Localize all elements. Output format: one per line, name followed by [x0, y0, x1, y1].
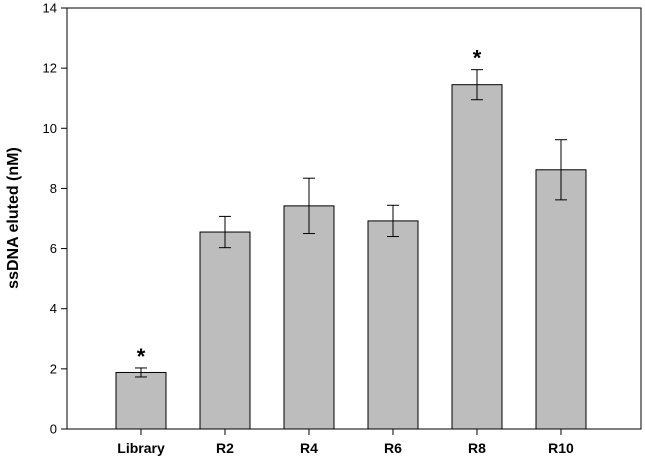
bar-r10	[535, 169, 587, 430]
bar-r6	[367, 220, 419, 430]
y-tick-label: 6	[50, 241, 57, 256]
bars: **	[115, 46, 587, 430]
y-tick-label: 14	[43, 1, 57, 16]
y-axis-title: ssDNA eluted (nM)	[5, 147, 22, 289]
x-tick-label: Library	[117, 440, 165, 456]
bar-r4	[283, 205, 335, 430]
bar-r2	[199, 231, 251, 430]
plot-frame	[66, 7, 642, 430]
y-tick-label: 10	[43, 121, 57, 136]
x-tick-label: R8	[468, 440, 486, 456]
y-tick-label: 0	[50, 422, 57, 437]
x-tick-label: R10	[548, 440, 574, 456]
significance-marker: *	[473, 46, 482, 71]
y-tick-label: 12	[43, 61, 57, 76]
y-axis: 0 2 4 6 8 10 12 14	[43, 1, 67, 437]
x-tick-label: R6	[384, 440, 402, 456]
y-tick-label: 2	[50, 361, 57, 376]
significance-marker: *	[137, 344, 146, 369]
y-tick-label: 4	[50, 301, 57, 316]
x-tick-label: R4	[300, 440, 318, 456]
y-tick-label: 8	[50, 181, 57, 196]
x-axis: Library R2 R4 R6 R8 R10	[117, 429, 574, 456]
bar-library	[115, 371, 167, 430]
bar-r8	[451, 84, 503, 430]
x-tick-label: R2	[216, 440, 234, 456]
